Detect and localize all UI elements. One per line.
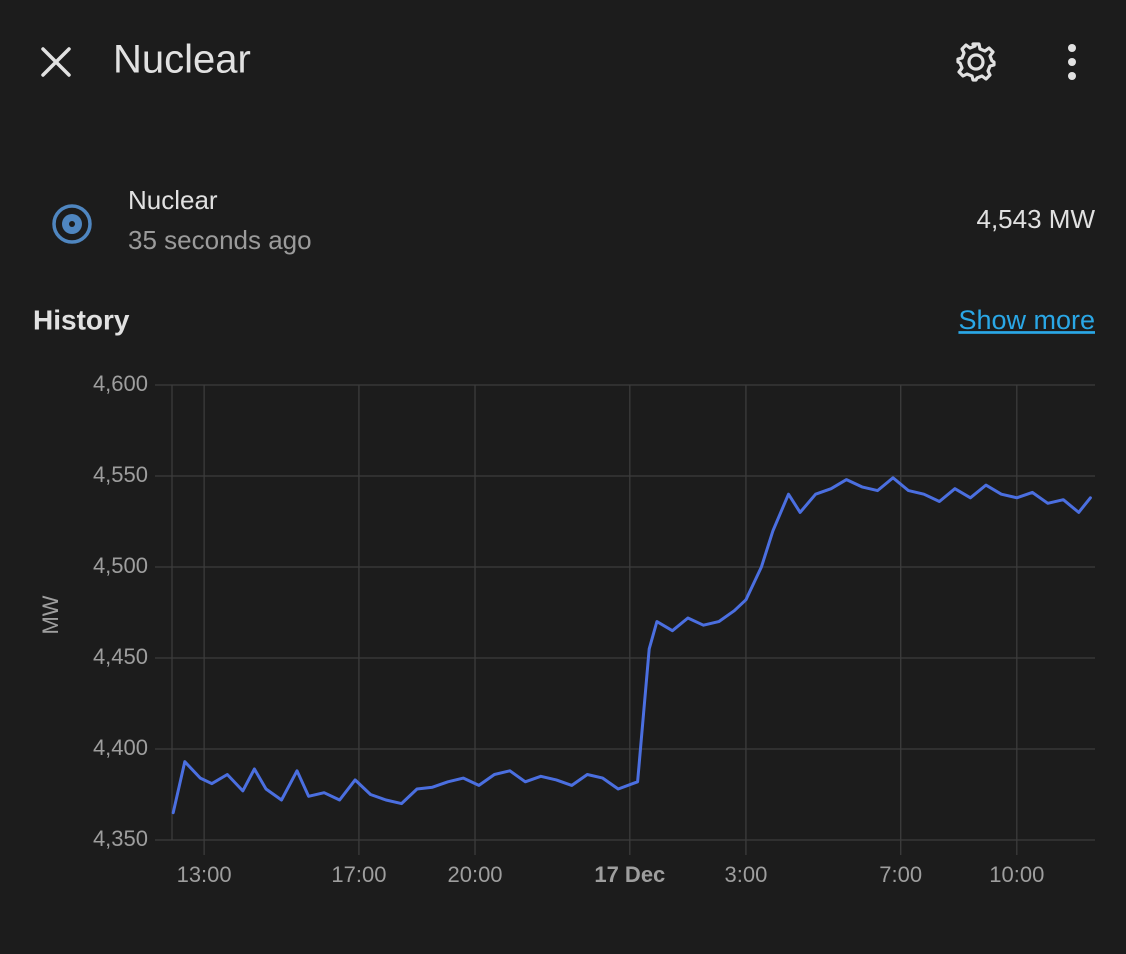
last-changed: 35 seconds ago — [128, 225, 312, 255]
history-title: History — [33, 304, 130, 335]
entity-icon — [52, 204, 92, 244]
x-tick-label: 17:00 — [331, 862, 386, 887]
y-tick-label: 4,600 — [93, 371, 148, 396]
entity-state: 4,543 MW — [977, 204, 1096, 234]
settings-button[interactable] — [956, 42, 996, 82]
x-tick-label: 17 Dec — [594, 862, 665, 887]
y-tick-label: 4,450 — [93, 644, 148, 669]
show-more-link[interactable]: Show more — [958, 305, 1095, 335]
y-tick-label: 4,550 — [93, 462, 148, 487]
x-tick-label: 13:00 — [177, 862, 232, 887]
y-tick-label: 4,500 — [93, 553, 148, 578]
dialog-title: Nuclear — [113, 38, 251, 82]
close-button[interactable] — [41, 47, 71, 77]
x-tick-label: 10:00 — [989, 862, 1044, 887]
history-line — [171, 476, 1092, 815]
y-axis-label: MW — [38, 595, 63, 634]
y-tick-label: 4,350 — [93, 826, 148, 851]
x-tick-label: 20:00 — [447, 862, 502, 887]
entity-name: Nuclear — [128, 185, 218, 215]
x-tick-label: 7:00 — [879, 862, 922, 887]
y-tick-label: 4,400 — [93, 735, 148, 760]
x-tick-label: 3:00 — [725, 862, 768, 887]
menu-button[interactable] — [1068, 44, 1076, 80]
